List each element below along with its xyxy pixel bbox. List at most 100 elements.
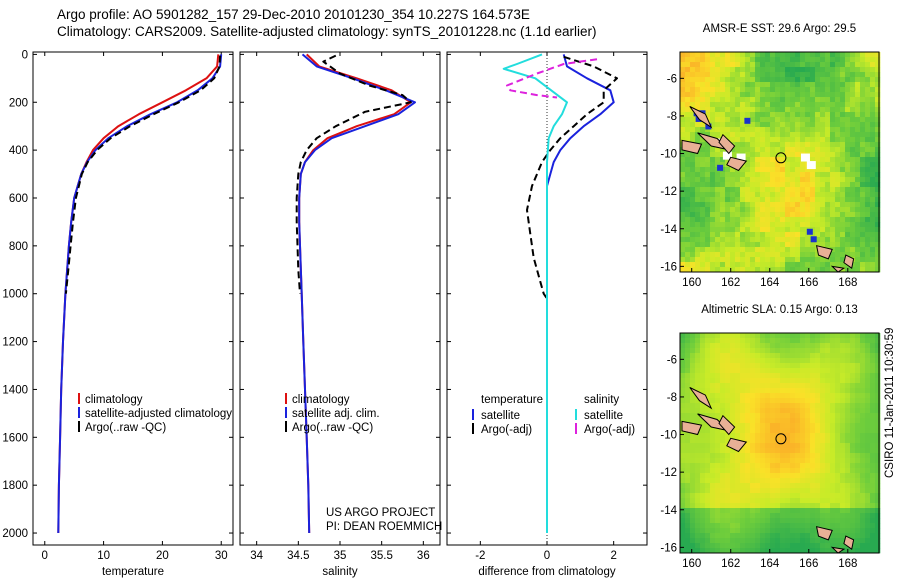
map-cell — [700, 177, 706, 183]
map-cell — [790, 57, 796, 63]
map-cell — [865, 242, 871, 248]
map-cell — [865, 428, 871, 434]
map-cell — [775, 438, 781, 444]
map-cell — [795, 172, 801, 178]
map-cell — [875, 498, 881, 504]
map-cell — [755, 92, 761, 98]
map-cell — [725, 207, 731, 213]
map-cell — [810, 428, 816, 434]
map-cell — [755, 172, 761, 178]
map-cell — [685, 453, 691, 459]
map-cell — [780, 518, 786, 524]
map-cell — [815, 117, 821, 123]
map-cell — [795, 538, 801, 544]
map-cell — [790, 378, 796, 384]
map-cell — [680, 112, 686, 118]
map-cell — [845, 222, 851, 228]
map-cell — [825, 232, 831, 238]
y-tick-label: 0 — [22, 49, 28, 61]
map-cell — [760, 257, 766, 263]
map-cell — [785, 413, 791, 419]
map-cell — [705, 528, 711, 534]
map-cell — [775, 513, 781, 519]
map-cell — [835, 423, 841, 429]
map-cell — [720, 187, 726, 193]
map-cell — [870, 453, 876, 459]
map-cell — [770, 202, 776, 208]
map-cell — [800, 132, 806, 138]
map-cell — [835, 52, 841, 58]
argo-location-marker — [775, 433, 787, 445]
map-cell — [765, 232, 771, 238]
map-cell — [740, 518, 746, 524]
map-cell — [755, 237, 761, 243]
map-cell — [750, 453, 756, 459]
map-cell — [725, 358, 731, 364]
map-cell — [730, 252, 736, 258]
map-cell — [760, 207, 766, 213]
map-cell — [750, 423, 756, 429]
y-tick-label: -16 — [660, 542, 677, 554]
map-cell — [740, 393, 746, 399]
map-cell — [760, 247, 766, 253]
map-cell — [840, 257, 846, 263]
map-cell — [695, 132, 701, 138]
map-cell — [800, 413, 806, 419]
island-shape — [718, 133, 736, 155]
map-cell — [795, 393, 801, 399]
map-cell — [715, 443, 721, 449]
map-cell — [870, 207, 876, 213]
map-cell — [820, 87, 826, 93]
map-cell — [730, 418, 736, 424]
map-cell — [680, 483, 686, 489]
map-cell — [780, 162, 786, 168]
map-cell — [820, 122, 826, 128]
map-cell — [775, 202, 781, 208]
map-cell — [790, 433, 796, 439]
map-cell — [735, 237, 741, 243]
map-cell — [800, 267, 806, 273]
map-cell — [860, 343, 866, 349]
map-cell — [685, 87, 691, 93]
map-cell — [785, 388, 791, 394]
map-cell — [790, 52, 796, 58]
map-cell — [685, 398, 691, 404]
map-cell — [700, 523, 706, 529]
map-cell — [705, 202, 711, 208]
map-cell — [710, 388, 716, 394]
map-cell — [700, 257, 706, 263]
map-cell — [710, 242, 716, 248]
map-cell — [720, 353, 726, 359]
map-cell — [790, 72, 796, 78]
map-cell — [850, 433, 856, 439]
map-cell — [755, 438, 761, 444]
map-cell — [700, 72, 706, 78]
map-cell — [805, 428, 811, 434]
map-cell — [755, 398, 761, 404]
map-cell — [700, 197, 706, 203]
map-cell — [685, 57, 691, 63]
map-cell — [870, 267, 876, 273]
map-cell — [705, 127, 711, 133]
map-cell — [735, 493, 741, 499]
map-cell — [745, 237, 751, 243]
map-cell — [705, 62, 711, 68]
map-cell — [690, 52, 696, 58]
map-cell — [855, 142, 861, 148]
map-cell — [680, 127, 686, 133]
map-cell — [760, 72, 766, 78]
map-cell — [745, 82, 751, 88]
map-cell — [830, 82, 836, 88]
map-cell — [730, 358, 736, 364]
map-cell — [805, 102, 811, 108]
map-cell — [755, 513, 761, 519]
map-cell — [850, 518, 856, 524]
map-cell — [795, 227, 801, 233]
map-cell — [700, 488, 706, 494]
map-cell — [845, 137, 851, 143]
map-cell — [795, 72, 801, 78]
map-cell — [855, 363, 861, 369]
map-cell — [840, 473, 846, 479]
map-cell — [775, 137, 781, 143]
map-cell — [765, 333, 771, 339]
